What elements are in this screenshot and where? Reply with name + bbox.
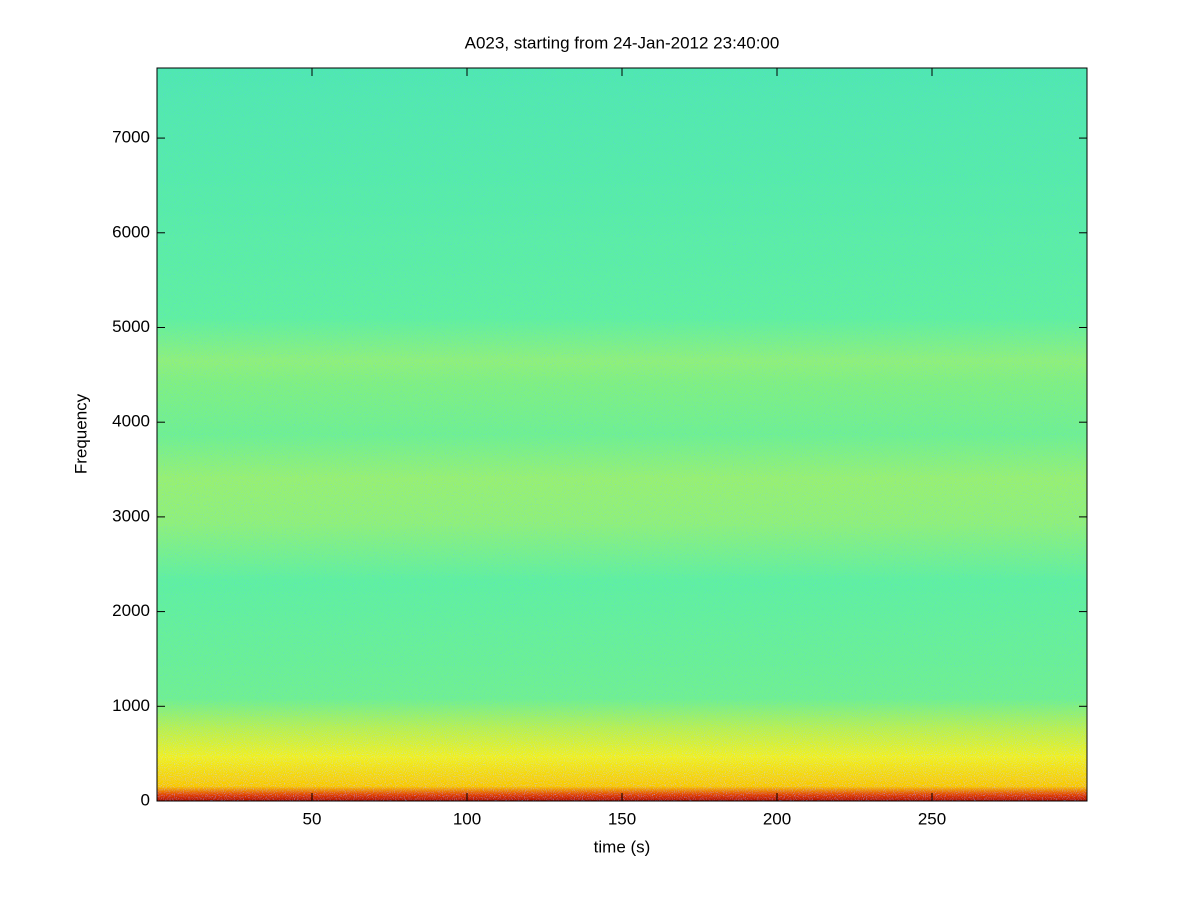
y-tick-label: 2000 [112,601,150,620]
chart-title: A023, starting from 24-Jan-2012 23:40:00 [465,33,780,52]
y-axis-label: Frequency [71,393,90,474]
y-tick-label: 6000 [112,222,150,241]
y-tick-label: 5000 [112,317,150,336]
spectrogram-image [157,68,1087,801]
x-tick-label: 100 [453,809,481,828]
x-tick-label: 200 [763,809,791,828]
x-tick-label: 150 [608,809,636,828]
x-tick-label: 50 [303,809,322,828]
y-tick-label: 3000 [112,506,150,525]
y-tick-label: 1000 [112,696,150,715]
x-axis-label: time (s) [594,837,651,856]
y-tick-label: 7000 [112,128,150,147]
y-tick-label: 0 [141,790,150,809]
y-tick-label: 4000 [112,412,150,431]
x-tick-label: 250 [918,809,946,828]
